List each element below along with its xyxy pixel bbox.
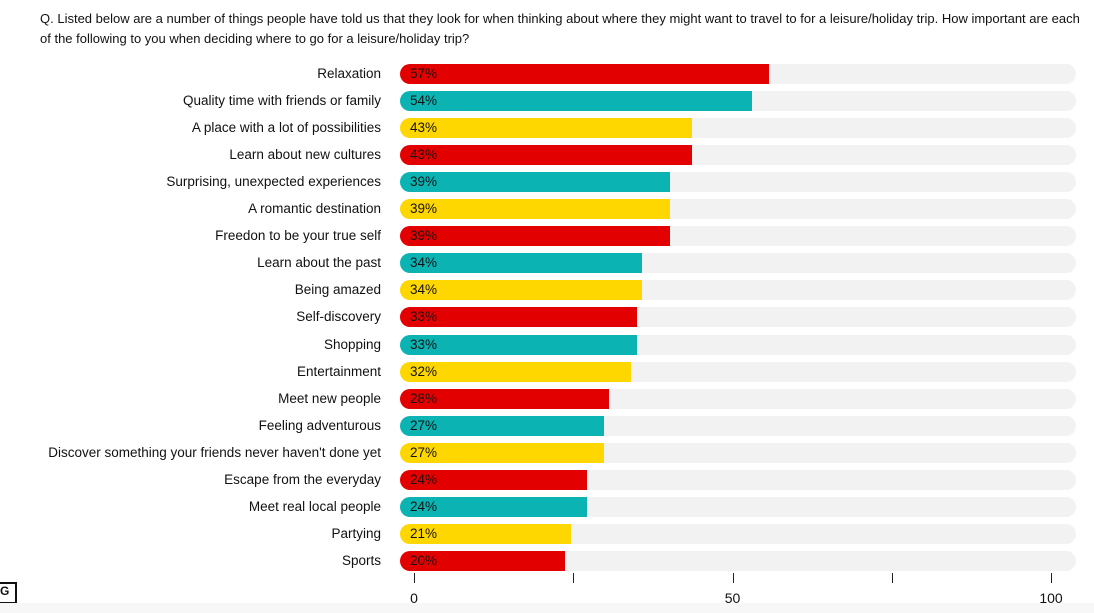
category-label: A place with a lot of possibilities <box>191 120 381 136</box>
category-label: Entertainment <box>296 363 381 379</box>
bar <box>400 469 587 490</box>
value-label: 34% <box>410 255 438 271</box>
value-label: 54% <box>410 93 438 109</box>
value-label: 57% <box>410 66 438 81</box>
bar <box>400 226 670 247</box>
brand-logo: G <box>0 582 17 604</box>
category-label: Partying <box>331 525 381 541</box>
category-label: Feeling adventurous <box>258 417 381 433</box>
category-label: Quality time with friends or family <box>182 93 381 109</box>
footer-strip <box>0 603 1094 613</box>
value-label: 33% <box>410 336 438 352</box>
value-label: 32% <box>410 363 438 379</box>
bar <box>400 442 604 463</box>
value-label: 43% <box>410 147 438 163</box>
bar-track <box>400 550 1076 571</box>
category-label: Shopping <box>323 336 381 352</box>
value-label: 33% <box>410 309 438 325</box>
category-label: Freedon to be your true self <box>215 228 381 244</box>
value-label: 34% <box>410 282 438 298</box>
value-label: 20% <box>410 552 438 568</box>
bar <box>400 334 637 355</box>
tick-label: 100 <box>1039 590 1063 606</box>
category-label: Learn about new cultures <box>229 147 381 163</box>
value-label: 39% <box>410 228 438 244</box>
axis-tick <box>891 573 893 583</box>
bar <box>400 64 769 84</box>
category-label: Relaxation <box>317 66 381 81</box>
value-label: 24% <box>410 498 438 514</box>
category-label: Meet real local people <box>248 498 381 514</box>
axis-tick <box>732 573 734 583</box>
category-label: A romantic destination <box>248 201 381 217</box>
value-label: 43% <box>410 120 438 136</box>
category-label: Escape from the everyday <box>224 471 381 487</box>
value-label: 39% <box>410 201 438 217</box>
category-label: Surprising, unexpected experiences <box>166 174 381 190</box>
bar <box>400 523 571 544</box>
value-label: 27% <box>410 417 438 433</box>
category-label: Self-discovery <box>296 309 381 325</box>
bar <box>400 172 670 193</box>
category-label: Being amazed <box>294 282 381 298</box>
value-label: 24% <box>410 471 438 487</box>
axis-tick <box>1051 573 1052 583</box>
bar <box>400 388 609 409</box>
question-title: Q. Listed below are a number of things p… <box>40 11 1080 46</box>
tick-label: 0 <box>410 590 418 606</box>
axis-tick <box>573 573 575 583</box>
tick-label: 50 <box>724 590 741 606</box>
value-label: 39% <box>410 174 438 190</box>
category-label: Sports <box>341 552 381 568</box>
category-label: Meet new people <box>278 390 381 406</box>
value-label: 28% <box>410 390 438 406</box>
bar <box>400 496 587 517</box>
value-label: 21% <box>410 525 438 541</box>
bar <box>400 145 692 166</box>
bar <box>400 550 565 571</box>
bar <box>400 415 604 436</box>
bar <box>400 307 637 328</box>
bar <box>400 253 642 274</box>
bar <box>400 280 642 301</box>
bar <box>400 361 631 382</box>
value-label: 27% <box>410 444 438 460</box>
bar <box>400 199 670 220</box>
category-label: Discover something your friends never ha… <box>48 444 381 460</box>
bar <box>400 118 692 139</box>
category-label: Learn about the past <box>257 255 381 271</box>
bar <box>400 91 752 112</box>
axis-tick <box>414 573 415 583</box>
